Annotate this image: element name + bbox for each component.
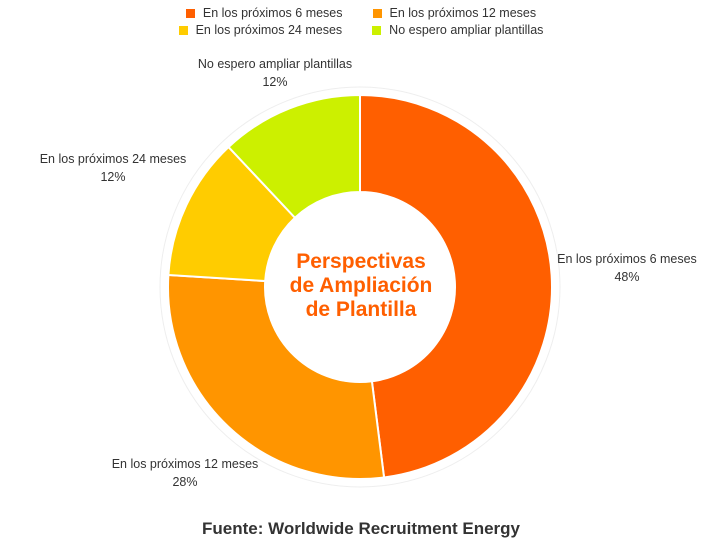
- slice-label-value: 28%: [172, 475, 197, 489]
- slice-label-category: En los próximos 6 meses: [557, 252, 697, 266]
- legend-label: No espero ampliar plantillas: [389, 23, 544, 37]
- slice-label-value: 12%: [262, 75, 287, 89]
- legend-swatch: [372, 8, 382, 18]
- legend-row: En los próximos 24 meses No espero ampli…: [0, 23, 722, 37]
- legend-label: En los próximos 24 meses: [195, 23, 343, 37]
- chart-title-line: de Ampliación: [289, 274, 433, 297]
- legend-item-no-ampliar[interactable]: No espero ampliar plantillas: [372, 23, 543, 37]
- slice-label-value: 12%: [100, 170, 125, 184]
- legend-swatch: [185, 8, 195, 18]
- slice-label-category: En los próximos 12 meses: [112, 457, 259, 471]
- slice-label-value: 48%: [614, 270, 639, 284]
- slice-labels: En los próximos 6 meses 48% En los próximo…: [40, 57, 697, 489]
- chart-title-line: de Plantilla: [305, 298, 417, 321]
- legend-row: En los próximos 6 meses En los próximos …: [0, 6, 722, 20]
- legend-item-24-meses[interactable]: En los próximos 24 meses: [178, 23, 343, 37]
- legend-swatch: [372, 25, 382, 35]
- legend-label: En los próximos 6 meses: [202, 6, 343, 20]
- legend-label: En los próximos 12 meses: [389, 6, 537, 20]
- legend-swatch: [178, 25, 188, 35]
- legend: En los próximos 6 meses En los próximos …: [0, 6, 722, 40]
- source-note: Fuente: Worldwide Recruitment Energy: [201, 519, 520, 538]
- donut-hole: [265, 192, 455, 382]
- chart-title: Perspectivas de Ampliación de Plantilla: [256, 250, 466, 322]
- slice-label-category: En los próximos 24 meses: [40, 152, 187, 166]
- chart-title-line: Perspectivas: [296, 250, 426, 273]
- slice-label-category: No espero ampliar plantillas: [198, 57, 352, 71]
- legend-item-12-meses[interactable]: En los próximos 12 meses: [372, 6, 537, 20]
- legend-item-6-meses[interactable]: En los próximos 6 meses: [185, 6, 343, 20]
